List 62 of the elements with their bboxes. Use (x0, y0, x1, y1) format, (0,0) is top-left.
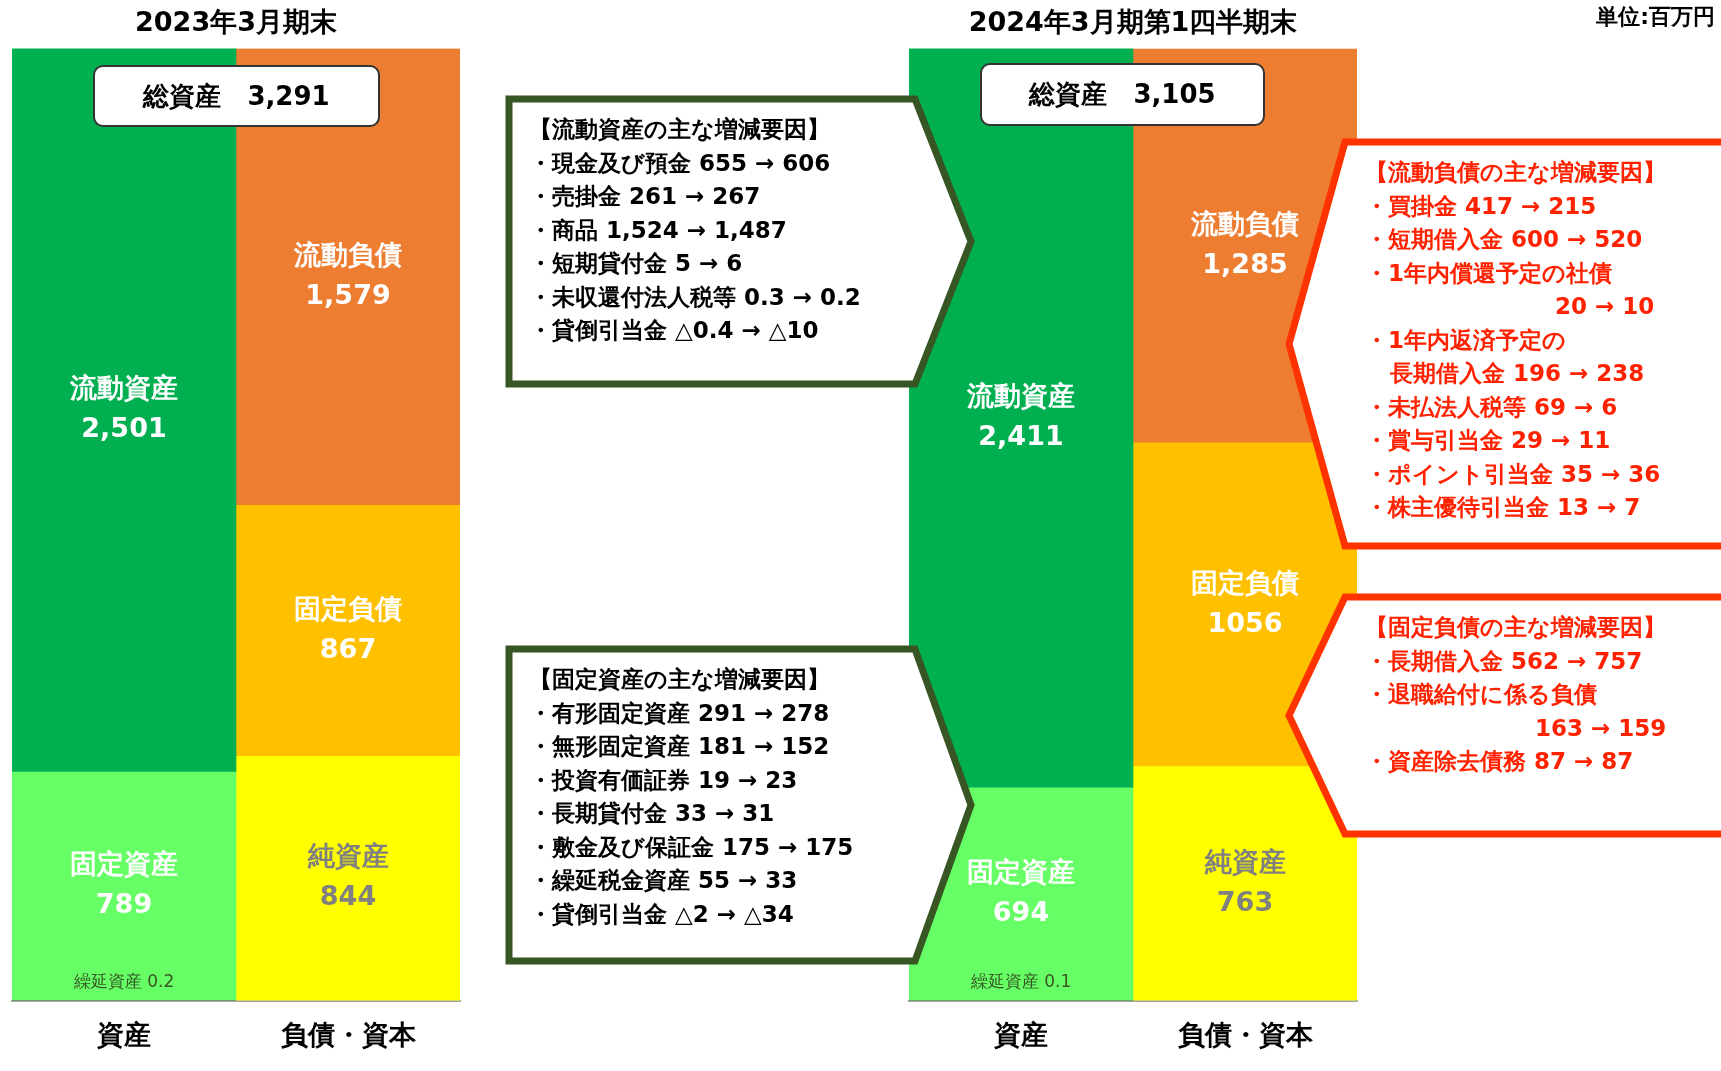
chart-title: 2024年3月期第1四半期末 (968, 6, 1298, 38)
data-label: 2,411 (978, 420, 1064, 452)
series-label: 固定負債 (294, 592, 402, 624)
text: ・1年内返済予定の (1365, 325, 1567, 355)
text: 繰延資産 0.2 (73, 971, 175, 992)
text: ・短期貸付金 5 → 6 (529, 249, 743, 278)
series-label: 純資産 (1203, 845, 1286, 877)
data-label: 763 (1216, 885, 1274, 917)
chart-title: 2023年3月期末 (135, 6, 337, 38)
text: ・短期借入金 600 → 520 (1365, 225, 1643, 254)
data-label: 2,501 (81, 412, 167, 444)
text: ・長期借入金 562 → 757 (1365, 646, 1643, 676)
text: 繰延資産 0.1 (970, 971, 1072, 992)
text: 長期借入金 196 → 238 (1390, 359, 1645, 388)
text: ・株主優待引当金 13 → 7 (1365, 493, 1641, 522)
series-label: 流動資産 (69, 372, 178, 404)
text: ・貸倒引当金 △2 → △34 (529, 899, 794, 929)
text: 20 → 10 (1555, 292, 1655, 321)
data-label: 694 (992, 896, 1050, 928)
text: ・買掛金 417 → 215 (1365, 191, 1597, 221)
data-label: 867 (319, 632, 377, 664)
data-label: 1056 (1207, 606, 1283, 638)
series-label: 固定資産 (967, 856, 1075, 888)
text: ・未払法人税等 69 → 6 (1365, 392, 1618, 422)
x-tick-label: 負債・資本 (1177, 1018, 1314, 1050)
text: ・投資有価証券 19 → 23 (529, 765, 798, 795)
series-label: 流動負債 (293, 238, 402, 270)
x-tick-label: 資産 (993, 1018, 1048, 1050)
text: ・現金及び預金 655 → 606 (529, 148, 831, 178)
text: ・ポイント引当金 35 → 36 (1365, 459, 1661, 489)
series-label: 純資産 (306, 840, 389, 872)
text: 【固定負債の主な増減要因】 (1365, 613, 1666, 642)
text: ・資産除去債務 87 → 87 (1365, 747, 1634, 776)
text: 【固定資産の主な増減要因】 (529, 665, 830, 694)
series-label: 固定負債 (1191, 566, 1299, 598)
text: ・貸倒引当金 △0.4 → △10 (529, 316, 819, 345)
x-tick-label: 資産 (96, 1018, 151, 1050)
data-label: 1,285 (1202, 247, 1288, 279)
series-label: 固定資産 (70, 848, 178, 880)
text: ・賞与引当金 29 → 11 (1365, 426, 1611, 455)
text: ・商品 1,524 → 1,487 (529, 215, 787, 245)
text: 単位:百万円 (1596, 3, 1715, 31)
series-label: 流動負債 (1190, 207, 1299, 239)
text: 【流動負債の主な増減要因】 (1365, 158, 1666, 187)
text: ・長期貸付金 33 → 31 (529, 799, 775, 828)
text: ・有形固定資産 291 → 278 (529, 698, 830, 728)
data-label: 844 (319, 880, 377, 912)
text: ・退職給付に係る負債 (1365, 680, 1597, 709)
text: 163 → 159 (1535, 713, 1667, 743)
text: ・繰延税金資産 55 → 33 (529, 866, 798, 895)
text: 【流動資産の主な増減要因】 (529, 115, 830, 144)
text: ・1年内償還予定の社債 (1365, 258, 1613, 288)
x-tick-label: 負債・資本 (280, 1018, 417, 1050)
data-label: 789 (95, 888, 153, 920)
text: ・無形固定資産 181 → 152 (529, 732, 830, 761)
text: ・未収還付法人税等 0.3 → 0.2 (529, 282, 861, 312)
label-box: 総資産 3,105 (980, 63, 1265, 126)
text: ・売掛金 261 → 267 (529, 182, 761, 211)
label-box: 総資産 3,291 (93, 65, 380, 127)
series-label: 流動資産 (966, 380, 1075, 412)
text: ・敷金及び保証金 175 → 175 (529, 832, 854, 862)
data-label: 1,579 (305, 278, 391, 310)
